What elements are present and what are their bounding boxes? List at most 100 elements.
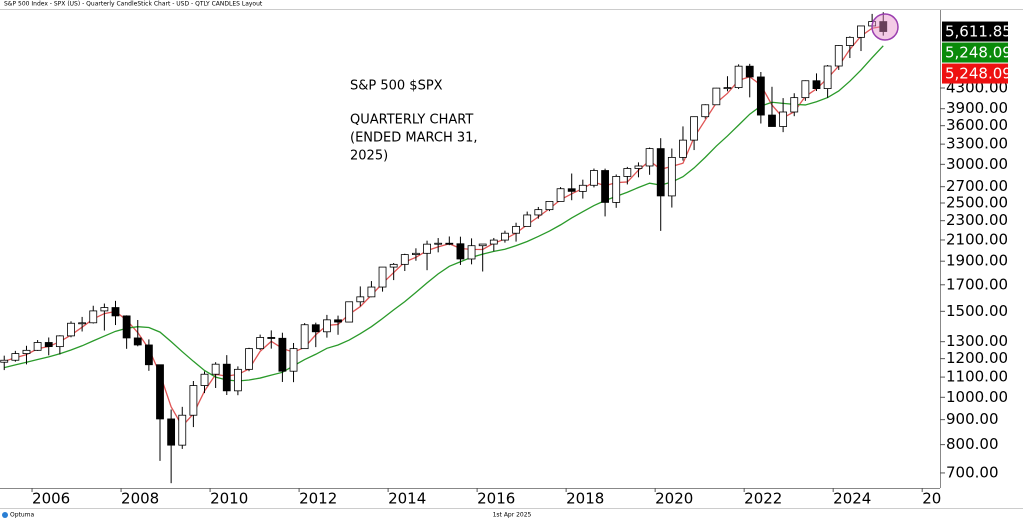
annotation-line: QUARTERLY CHART [350, 113, 473, 128]
moving-average-line [4, 45, 884, 382]
x-tick-label: 2018 [566, 490, 604, 508]
candle-body [144, 344, 153, 366]
x-tick-label: 2016 [477, 490, 515, 508]
candle-body [189, 385, 198, 416]
candle-body [356, 296, 365, 303]
candle-body [612, 176, 621, 203]
candle-body [456, 243, 465, 260]
y-tick-label: 2100.00 [946, 230, 1008, 248]
candle-body [211, 363, 220, 375]
candle-body [645, 148, 654, 167]
x-tick-label: 2010 [210, 490, 248, 508]
candle-body [311, 324, 320, 333]
candle-body [723, 87, 732, 90]
candle-body [634, 165, 643, 169]
candle-body [44, 342, 53, 348]
candle-body [790, 97, 799, 113]
candle-body [734, 65, 743, 89]
candle-body [323, 319, 331, 333]
y-tick-label: 2700.00 [946, 177, 1008, 195]
candle-body [578, 184, 587, 192]
candle-body [133, 337, 142, 346]
candle-body [534, 209, 543, 216]
candle-body [434, 242, 443, 245]
price-label-box [942, 42, 1008, 63]
candle-body [478, 243, 487, 247]
candle-body [178, 414, 187, 446]
candle-body [501, 232, 509, 241]
candle-body [667, 156, 676, 197]
x-tick-label: 20 [922, 490, 941, 508]
candle-body [367, 286, 376, 298]
candle-body [545, 201, 554, 211]
candle-body [590, 170, 598, 186]
y-tick-label: 1200.00 [946, 349, 1008, 367]
x-tick-label: 2014 [388, 490, 426, 508]
candle-body [89, 310, 98, 324]
candle-body [412, 252, 420, 256]
candle-body [823, 65, 832, 89]
x-tick-label: 2024 [833, 490, 871, 508]
candle-body [489, 239, 498, 245]
candle-body [33, 342, 42, 351]
candle-body [445, 242, 454, 245]
candle-body [233, 368, 242, 392]
candle-body [100, 307, 109, 312]
candle-body [389, 263, 398, 268]
price-label-box [942, 21, 1008, 42]
candle-body [512, 225, 520, 234]
candle-body [756, 76, 765, 116]
candle-body [879, 21, 888, 32]
candle-body [111, 307, 120, 317]
annotation-line: (ENDED MARCH 31, [350, 131, 478, 146]
series-group [0, 12, 888, 484]
y-tick-label: 3600.00 [946, 116, 1008, 134]
candle-body [623, 168, 632, 177]
candle-body [78, 322, 87, 325]
candle-body [11, 353, 20, 361]
brand-icon [2, 512, 8, 518]
candle-body [845, 36, 854, 46]
candle-body [712, 87, 721, 106]
candle-body [423, 243, 431, 254]
y-tick-label: 3900.00 [946, 99, 1008, 117]
y-tick-label: 1100.00 [946, 368, 1008, 386]
y-tick-label: 1000.00 [946, 388, 1008, 406]
candle-body [334, 319, 342, 323]
candle-body [267, 337, 276, 339]
candle-body [745, 65, 754, 78]
candle-body [690, 116, 698, 141]
brand: Optuma [10, 512, 35, 519]
candle-body [289, 348, 298, 372]
highlight-circle [871, 13, 899, 41]
y-tick-label: 3300.00 [946, 135, 1008, 153]
candle-body [801, 80, 810, 99]
candle-body [378, 266, 387, 288]
x-tick-label: 2022 [744, 490, 782, 508]
price-label: 5,248.09 [945, 65, 1012, 83]
chart-title: S&P 500 Index - SPX (US) - Quarterly Can… [4, 1, 263, 8]
candle-body [779, 111, 788, 127]
candle-body [0, 359, 9, 363]
candle-body [701, 104, 710, 118]
candle-body [22, 349, 31, 354]
candle-body [245, 348, 253, 370]
candle-body [812, 80, 821, 89]
candle-body [156, 364, 164, 420]
x-tick-label: 2020 [655, 490, 693, 508]
candle-body [67, 322, 75, 337]
candle-body [601, 170, 609, 203]
y-tick-label: 1300.00 [946, 332, 1008, 350]
candle-body [345, 301, 354, 323]
candle-body [200, 373, 209, 386]
candle-body [300, 324, 309, 350]
annotation-line: S&P 500 $SPX [350, 79, 443, 94]
y-tick-label: 1500.00 [946, 302, 1008, 320]
candle-body [278, 337, 287, 372]
price-label-box [942, 63, 1008, 84]
y-tick-label: 900.00 [946, 410, 999, 428]
annotation-line: 2025) [350, 149, 388, 164]
y-tick-label: 1900.00 [946, 252, 1008, 270]
y-tick-label: 2300.00 [946, 211, 1008, 229]
